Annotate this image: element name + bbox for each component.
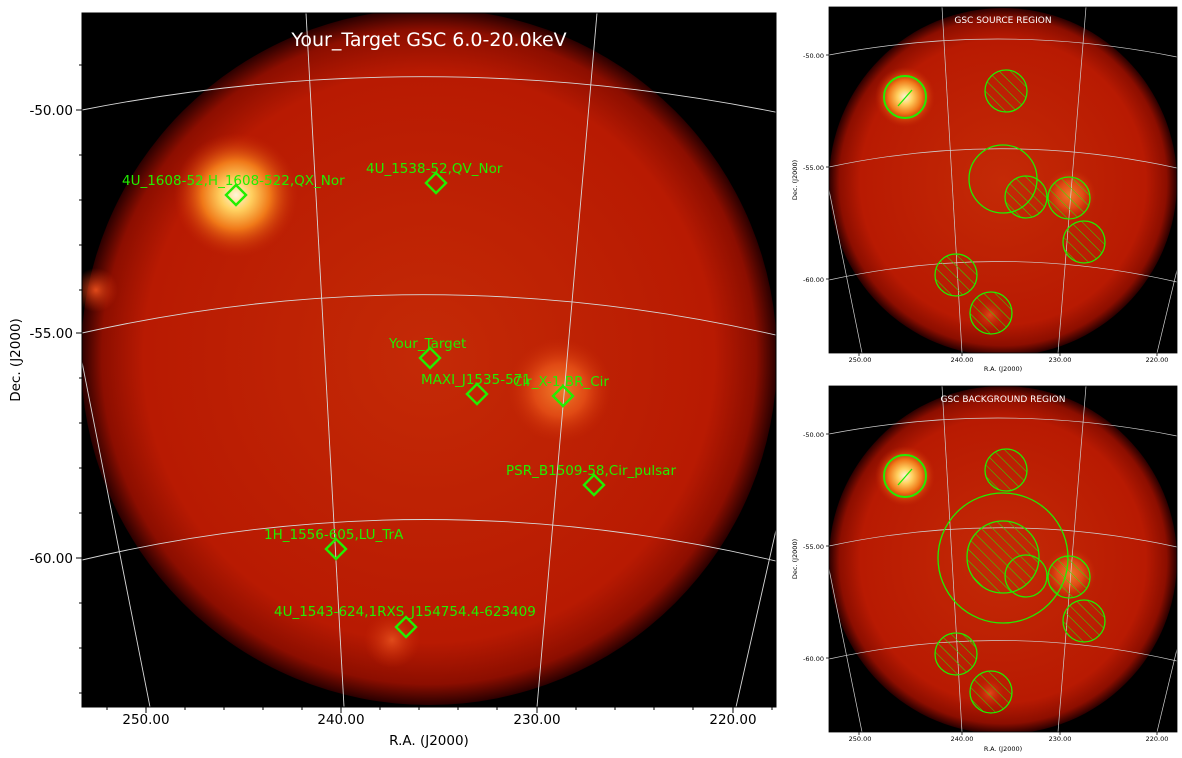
src-bright-source-region bbox=[883, 75, 927, 119]
src-image: GSC SOURCE REGION bbox=[829, 7, 1177, 353]
source-marker-maxi bbox=[465, 382, 489, 406]
ra-tick-label: 220.00 bbox=[1146, 356, 1169, 364]
ra-tick-label: 240.00 bbox=[317, 712, 364, 728]
source-label: 1H_1556-605,LU_TrA bbox=[264, 527, 404, 543]
ra-tick-label: 250.00 bbox=[849, 735, 872, 743]
main-ticks bbox=[76, 64, 773, 713]
src-title: GSC SOURCE REGION bbox=[954, 16, 1051, 26]
src-xlabel: R.A. (J2000) bbox=[984, 365, 1022, 373]
source-label: 4U_1538-52,QV_Nor bbox=[366, 161, 503, 177]
ra-tick-label: 230.00 bbox=[1049, 735, 1072, 743]
ra-tick-label: 240.00 bbox=[951, 356, 974, 364]
source-marker-your-target bbox=[418, 346, 442, 370]
src-tick-labels: -50.00 -55.00 -60.00 250.00 240.00 230.0… bbox=[803, 52, 1168, 364]
src-exclusion-region bbox=[1047, 176, 1091, 220]
dec-tick-label: -60.00 bbox=[803, 276, 824, 284]
source-label: MAXI_J1535-571 bbox=[421, 372, 531, 388]
source-marker-cirx1 bbox=[551, 384, 575, 408]
main-image: 4U_1608-52,H_1608-522,QX_Nor 4U_1538-52,… bbox=[82, 13, 776, 707]
main-edge-blob bbox=[82, 268, 118, 312]
source-marker-psr bbox=[582, 473, 606, 497]
dec-tick-label: -50.00 bbox=[803, 52, 824, 60]
dec-tick-label: -55.00 bbox=[803, 164, 824, 172]
source-label: Cir_X-1,BR_Cir bbox=[513, 374, 609, 390]
src-ticks bbox=[826, 54, 1158, 356]
source-marker-4u1538 bbox=[424, 171, 448, 195]
bkg-tick-labels: -50.00 -55.00 -60.00 250.00 240.00 230.0… bbox=[803, 431, 1168, 743]
dec-tick-label: -60.00 bbox=[803, 655, 824, 663]
main-frame bbox=[81, 12, 777, 708]
dec-tick-label: -55.00 bbox=[29, 326, 73, 342]
source-region-panel: GSC SOURCE REGION -50.00 -55.00 -60.00 2… bbox=[791, 6, 1178, 373]
source-label: 4U_1608-52,H_1608-522,QX_Nor bbox=[122, 173, 345, 189]
bkg-ticks bbox=[826, 433, 1158, 735]
main-field-of-view bbox=[82, 13, 776, 705]
bkg-regions bbox=[883, 448, 1106, 714]
dec-tick-label: -50.00 bbox=[803, 431, 824, 439]
src-regions bbox=[883, 69, 1106, 335]
dec-tick-label: -60.00 bbox=[29, 551, 73, 567]
bkg-title: GSC BACKGROUND REGION bbox=[941, 395, 1066, 405]
main-grid-ra-230 bbox=[536, 13, 598, 707]
source-label: 4U_1543-624,1RXS_J154754.4-623409 bbox=[274, 604, 536, 620]
main-grid-dec-60 bbox=[82, 519, 776, 562]
main-grid-ra-250 bbox=[82, 361, 151, 707]
ra-tick-label: 250.00 bbox=[849, 356, 872, 364]
main-bright-source-blob bbox=[174, 133, 298, 257]
background-region-panel: GSC BACKGROUND REGION -50.00 -55.00 -60.… bbox=[791, 385, 1178, 753]
bkg-exclusion-region bbox=[1062, 599, 1106, 643]
bkg-bright-source-region bbox=[883, 454, 927, 498]
main-coordinate-grid bbox=[82, 13, 776, 707]
main-grid-dec-55 bbox=[82, 294, 776, 336]
bkg-bright-source-hatch bbox=[897, 468, 913, 486]
bkg-exclusion-region bbox=[934, 632, 978, 676]
src-exclusion-region bbox=[984, 69, 1028, 113]
bkg-image: GSC BACKGROUND REGION bbox=[829, 386, 1177, 732]
bkg-target-exclusion bbox=[966, 520, 1040, 594]
source-marker-4u1543 bbox=[394, 615, 418, 639]
bkg-xlabel: R.A. (J2000) bbox=[984, 745, 1022, 753]
ra-tick-label: 220.00 bbox=[1146, 735, 1169, 743]
main-source-markers bbox=[224, 171, 606, 639]
main-ylabel: Dec. (J2000) bbox=[8, 318, 24, 402]
bkg-exclusion-region bbox=[969, 670, 1013, 714]
source-label: PSR_B1509-58,Cir_pulsar bbox=[506, 463, 676, 479]
ra-tick-label: 240.00 bbox=[951, 735, 974, 743]
bkg-frame bbox=[828, 385, 1178, 733]
src-ylabel: Dec. (J2000) bbox=[791, 160, 799, 200]
main-title: Your_Target GSC 6.0-20.0keV bbox=[290, 29, 566, 51]
bkg-exclusion-region bbox=[984, 448, 1028, 492]
ra-tick-label: 230.00 bbox=[1049, 356, 1072, 364]
src-frame bbox=[828, 6, 1178, 354]
main-faint-source-blob bbox=[364, 612, 420, 668]
main-grid-ra-220 bbox=[735, 529, 776, 707]
main-grid-ra-240 bbox=[305, 13, 345, 707]
source-marker-1h1556 bbox=[324, 537, 348, 561]
main-tick-labels: -50.00 -55.00 -60.00 250.00 240.00 230.0… bbox=[29, 103, 756, 728]
source-label: Your_Target bbox=[388, 336, 466, 352]
main-panel: 4U_1608-52,H_1608-522,QX_Nor 4U_1538-52,… bbox=[8, 12, 777, 749]
dec-tick-label: -55.00 bbox=[803, 543, 824, 551]
ra-tick-label: 230.00 bbox=[513, 712, 560, 728]
dec-tick-label: -50.00 bbox=[29, 103, 73, 119]
bkg-ylabel: Dec. (J2000) bbox=[791, 539, 799, 579]
src-exclusion-region bbox=[969, 291, 1013, 335]
main-xlabel: R.A. (J2000) bbox=[389, 733, 469, 749]
ra-tick-label: 220.00 bbox=[709, 712, 756, 728]
ra-tick-label: 250.00 bbox=[122, 712, 169, 728]
src-exclusion-region bbox=[934, 253, 978, 297]
bkg-exclusion-region bbox=[1047, 555, 1091, 599]
src-exclusion-region bbox=[1004, 175, 1048, 219]
main-grid-dec-50 bbox=[82, 76, 776, 113]
source-marker-4u1608 bbox=[224, 183, 248, 207]
main-source-labels: 4U_1608-52,H_1608-522,QX_Nor 4U_1538-52,… bbox=[122, 161, 676, 620]
src-bright-source-hatch bbox=[897, 89, 913, 107]
src-exclusion-region bbox=[1062, 220, 1106, 264]
bkg-exclusion-region bbox=[1004, 554, 1048, 598]
